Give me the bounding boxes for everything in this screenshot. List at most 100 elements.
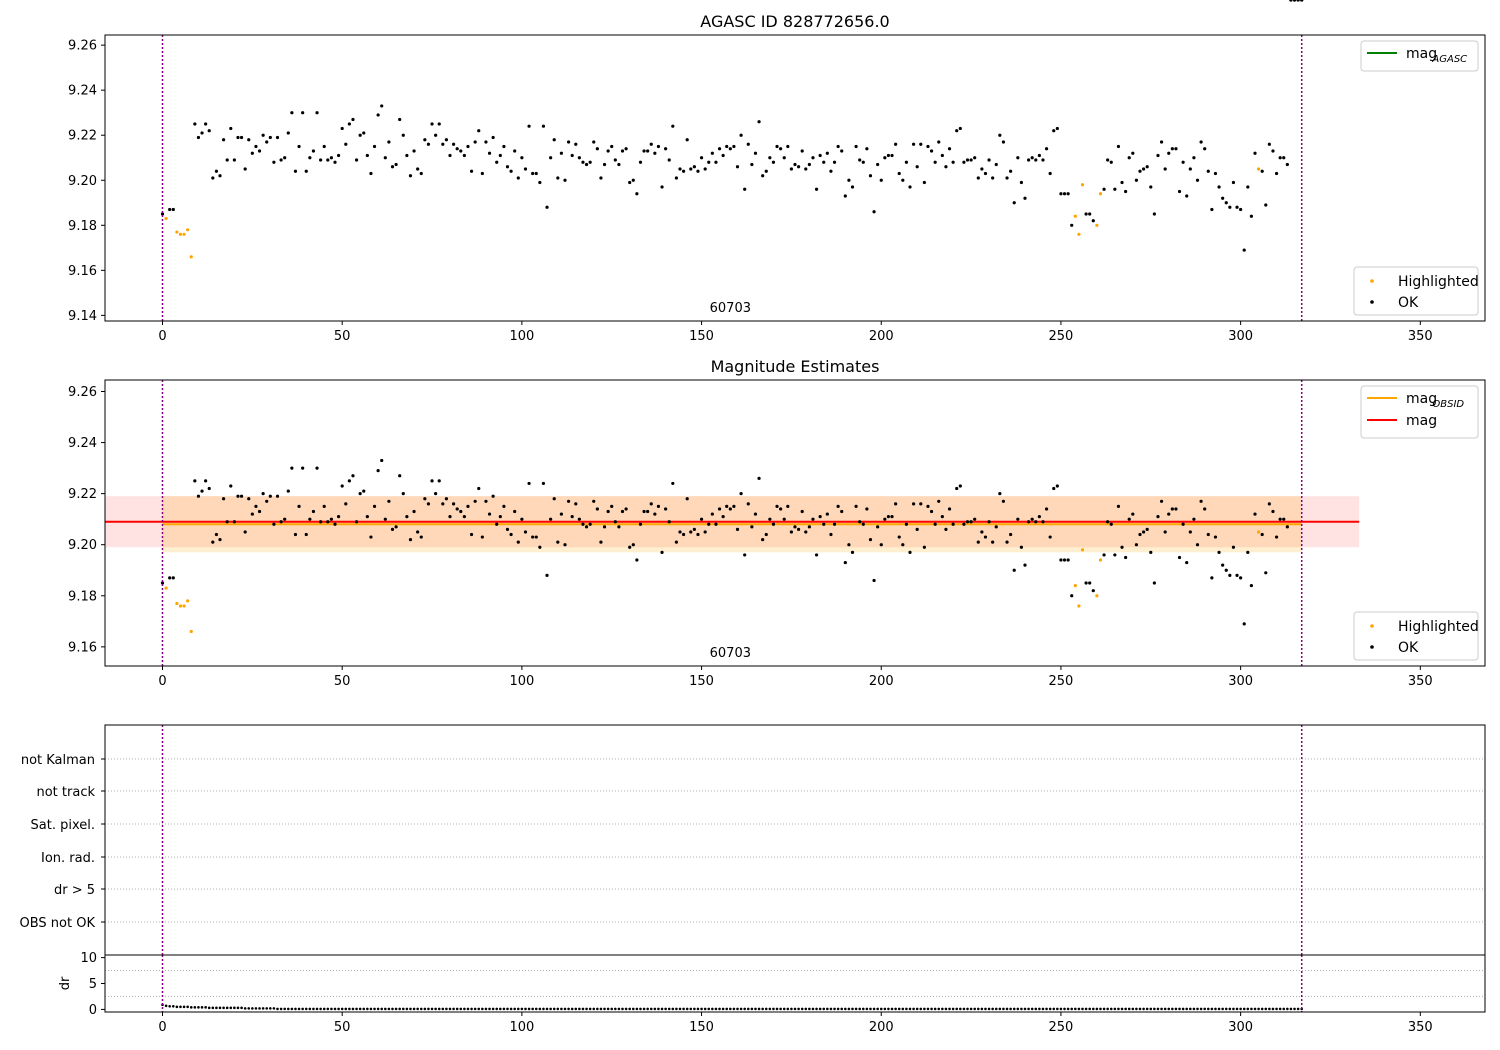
dr-point: [596, 1007, 599, 1011]
ok-point: [1138, 169, 1142, 173]
dr-point: [279, 1007, 283, 1011]
ok-point: [1059, 192, 1063, 196]
dr-point: [1081, 1007, 1084, 1011]
dr-point: [491, 1007, 495, 1011]
dr-point: [1160, 1007, 1163, 1011]
ok-point: [703, 530, 707, 534]
dr-point: [534, 1007, 538, 1011]
ok-point: [904, 522, 909, 526]
dr-point: [513, 1007, 516, 1011]
ok-point: [1116, 144, 1121, 149]
ok-point: [398, 117, 402, 122]
ok-point: [789, 530, 794, 534]
dr-point: [1293, 1007, 1296, 1011]
dr-point: [887, 1007, 890, 1011]
ok-point: [825, 151, 829, 155]
ok-point: [847, 543, 851, 547]
ok-point: [624, 507, 628, 511]
dr-point: [610, 1007, 614, 1011]
ok-point: [1177, 189, 1182, 194]
dr-point: [754, 1007, 757, 1011]
ok-point: [275, 494, 280, 498]
ok-point: [1034, 158, 1038, 162]
ok-point: [958, 484, 962, 488]
dr-point: [466, 1007, 470, 1011]
ok-point: [1041, 520, 1045, 524]
ok-point: [1267, 142, 1271, 146]
dr-point: [344, 1007, 348, 1011]
ok-point: [635, 192, 639, 196]
ok-point: [279, 520, 283, 524]
dr-point: [427, 1007, 430, 1011]
dr-point: [506, 1007, 509, 1011]
ok-point: [261, 133, 265, 137]
ok-point: [239, 494, 244, 498]
dr-point: [204, 1006, 207, 1009]
ok-point: [681, 169, 686, 173]
dr-point: [1163, 1007, 1167, 1011]
ok-point: [426, 142, 431, 146]
ok-point: [983, 535, 988, 539]
ok-point: [804, 167, 808, 171]
ok-point: [286, 489, 290, 493]
dr-point: [394, 1007, 398, 1011]
ok-point: [239, 135, 244, 140]
ok-point: [516, 176, 520, 180]
dr-point: [861, 1007, 865, 1011]
ok-point: [380, 104, 384, 108]
ok-point: [843, 194, 847, 198]
flag-category-label: OBS not OK: [20, 916, 96, 931]
dr-point: [531, 1007, 534, 1011]
ok-point: [771, 160, 776, 164]
ok-point: [599, 540, 603, 544]
ok-point: [200, 489, 204, 493]
ok-point: [563, 178, 567, 182]
dr-point: [851, 1007, 854, 1011]
ok-point: [746, 142, 750, 146]
dr-point: [959, 1007, 962, 1011]
ok-point: [1059, 558, 1063, 562]
dr-point: [380, 1007, 384, 1011]
ok-point: [214, 169, 219, 173]
ok-point: [671, 124, 675, 128]
ok-point: [865, 507, 869, 511]
ok-point: [229, 126, 233, 131]
ok-point: [218, 537, 222, 542]
ok-point: [955, 486, 959, 491]
dr-point: [401, 1007, 405, 1011]
dr-point: [376, 1007, 380, 1011]
ok-point: [728, 507, 732, 511]
ok-point: [1231, 180, 1236, 185]
flag-category-label: not Kalman: [21, 753, 95, 768]
dr-point: [1135, 1007, 1138, 1011]
ok-point: [894, 142, 898, 146]
dr-point: [304, 1007, 308, 1011]
dr-point: [1109, 1007, 1113, 1011]
ok-point: [850, 550, 855, 554]
dr-point: [1034, 1007, 1038, 1011]
dr-point: [1221, 1007, 1224, 1011]
ok-point: [351, 474, 355, 478]
dr-point: [384, 1007, 387, 1011]
dr-point: [1282, 1007, 1286, 1011]
dr-point: [1095, 1007, 1099, 1011]
ok-point: [1037, 515, 1041, 519]
highlighted-point: [175, 230, 179, 234]
ok-point: [854, 144, 858, 149]
ok-point: [495, 160, 499, 164]
dr-point: [1027, 1007, 1030, 1011]
ok-point: [1217, 550, 1221, 554]
ok-point: [739, 133, 743, 137]
ok-point: [265, 499, 269, 503]
ok-point: [401, 492, 405, 496]
ok-point: [308, 156, 312, 160]
ok-point: [779, 147, 783, 151]
ok-point: [908, 550, 912, 554]
dr-point: [894, 1007, 897, 1011]
ok-point: [699, 517, 704, 521]
ok-point: [412, 149, 416, 153]
dr-point: [430, 1007, 434, 1011]
ok-point: [879, 543, 883, 547]
ok-point: [610, 504, 614, 509]
